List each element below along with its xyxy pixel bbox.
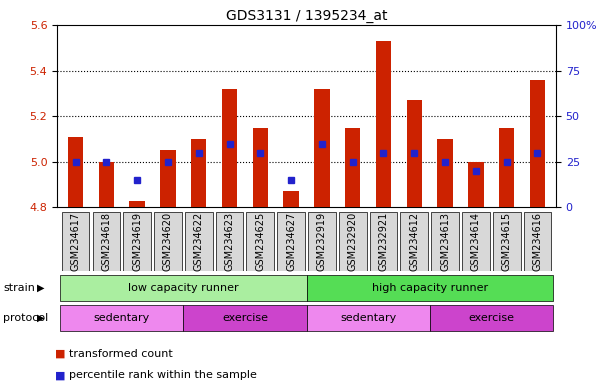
Text: GSM234622: GSM234622 xyxy=(194,212,204,271)
Text: GSM234623: GSM234623 xyxy=(225,212,234,271)
Bar xyxy=(314,89,329,207)
FancyBboxPatch shape xyxy=(216,212,243,271)
Text: transformed count: transformed count xyxy=(69,349,173,359)
Bar xyxy=(252,127,268,207)
Bar xyxy=(68,137,84,207)
FancyBboxPatch shape xyxy=(493,212,520,271)
Bar xyxy=(407,100,422,207)
Text: GSM234618: GSM234618 xyxy=(102,212,111,271)
Text: GSM234617: GSM234617 xyxy=(70,212,81,271)
Text: percentile rank within the sample: percentile rank within the sample xyxy=(69,370,257,380)
Text: GSM234614: GSM234614 xyxy=(471,212,481,271)
Bar xyxy=(222,89,237,207)
FancyBboxPatch shape xyxy=(307,305,430,331)
Text: ■: ■ xyxy=(55,370,66,380)
Bar xyxy=(438,139,453,207)
FancyBboxPatch shape xyxy=(308,212,336,271)
Bar xyxy=(529,79,545,207)
FancyBboxPatch shape xyxy=(339,212,367,271)
Bar xyxy=(376,41,391,207)
FancyBboxPatch shape xyxy=(307,275,553,301)
FancyBboxPatch shape xyxy=(246,212,274,271)
Text: protocol: protocol xyxy=(3,313,48,323)
Text: GSM234627: GSM234627 xyxy=(286,212,296,271)
Bar xyxy=(468,162,484,207)
Bar xyxy=(345,127,361,207)
Text: ▶: ▶ xyxy=(37,283,44,293)
FancyBboxPatch shape xyxy=(123,212,151,271)
Text: GSM234612: GSM234612 xyxy=(409,212,419,271)
FancyBboxPatch shape xyxy=(523,212,551,271)
FancyBboxPatch shape xyxy=(183,305,307,331)
Text: GSM234616: GSM234616 xyxy=(532,212,543,271)
Text: exercise: exercise xyxy=(468,313,514,323)
Bar xyxy=(284,191,299,207)
FancyBboxPatch shape xyxy=(154,212,182,271)
FancyBboxPatch shape xyxy=(185,212,213,271)
Text: high capacity runner: high capacity runner xyxy=(371,283,488,293)
Title: GDS3131 / 1395234_at: GDS3131 / 1395234_at xyxy=(226,8,387,23)
Text: ▶: ▶ xyxy=(37,313,44,323)
Text: GSM234620: GSM234620 xyxy=(163,212,173,271)
FancyBboxPatch shape xyxy=(370,212,397,271)
FancyBboxPatch shape xyxy=(462,212,490,271)
Bar xyxy=(129,200,145,207)
Text: sedentary: sedentary xyxy=(340,313,396,323)
Text: GSM232921: GSM232921 xyxy=(379,212,388,271)
Text: ■: ■ xyxy=(55,349,66,359)
Text: low capacity runner: low capacity runner xyxy=(128,283,239,293)
FancyBboxPatch shape xyxy=(60,305,183,331)
Bar xyxy=(99,162,114,207)
FancyBboxPatch shape xyxy=(277,212,305,271)
Text: GSM234613: GSM234613 xyxy=(440,212,450,271)
FancyBboxPatch shape xyxy=(93,212,120,271)
Text: sedentary: sedentary xyxy=(94,313,150,323)
Bar xyxy=(160,151,175,207)
Text: GSM234625: GSM234625 xyxy=(255,212,265,271)
Text: GSM234615: GSM234615 xyxy=(502,212,511,271)
FancyBboxPatch shape xyxy=(60,275,307,301)
FancyBboxPatch shape xyxy=(430,305,553,331)
FancyBboxPatch shape xyxy=(62,212,90,271)
Text: GSM232920: GSM232920 xyxy=(348,212,358,271)
Text: GSM234619: GSM234619 xyxy=(132,212,142,271)
FancyBboxPatch shape xyxy=(432,212,459,271)
Text: GSM232919: GSM232919 xyxy=(317,212,327,271)
Bar xyxy=(499,127,514,207)
Text: strain: strain xyxy=(3,283,35,293)
Bar xyxy=(191,139,206,207)
FancyBboxPatch shape xyxy=(400,212,428,271)
Text: exercise: exercise xyxy=(222,313,268,323)
